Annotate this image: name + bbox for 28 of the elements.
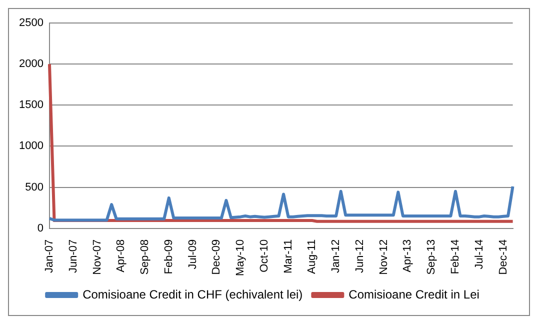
x-tick-label: Jul-09 — [186, 239, 199, 270]
x-tick-label: Sep-08 — [139, 239, 152, 275]
x-tick-label: Apr-13 — [402, 239, 414, 272]
y-tick-label: 1000 — [18, 140, 44, 152]
x-tick-label: Dec-14 — [497, 239, 510, 275]
x-tick-label: Jun-07 — [67, 239, 80, 273]
x-tick-label: Oct-10 — [258, 239, 270, 272]
y-tick-label: 2500 — [18, 17, 44, 30]
legend-label: Comisioane Credit in Lei — [348, 287, 480, 302]
x-tick-label: Feb-09 — [162, 239, 175, 274]
x-tick-label: Jan-12 — [330, 239, 342, 273]
legend-label: Comisioane Credit in CHF (echivalent lei) — [82, 287, 303, 302]
x-tick-label: Jan-07 — [44, 239, 56, 273]
x-tick-label: Nov-07 — [91, 239, 104, 275]
x-tick-label: Apr-08 — [115, 239, 128, 272]
y-tick-label: 500 — [25, 181, 44, 194]
x-tick-label: Dec-09 — [210, 239, 223, 275]
x-tick-label: Mar-11 — [282, 239, 294, 274]
x-tick-label: May-10 — [234, 239, 247, 276]
y-tick-label: 2000 — [18, 58, 44, 70]
x-tick-label: Jun-12 — [354, 239, 366, 273]
x-tick-label: Feb-14 — [450, 239, 462, 274]
y-tick-label: 0 — [37, 222, 44, 234]
x-tick-label: Aug-11 — [306, 239, 318, 274]
x-tick-label: Sep-13 — [426, 239, 438, 275]
x-tick-label: Jul-14 — [473, 239, 486, 270]
y-tick-label: 1500 — [18, 99, 44, 112]
x-tick-label: Nov-12 — [378, 239, 390, 275]
